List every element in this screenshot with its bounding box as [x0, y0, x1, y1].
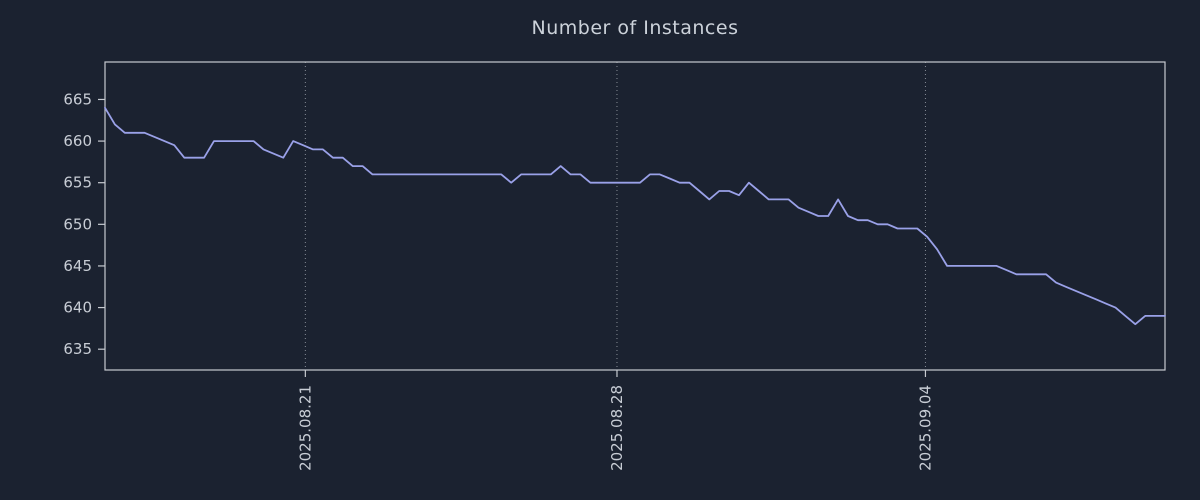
x-axis-tick-label: 2025.08.28	[608, 385, 626, 471]
y-axis-tick-label: 655	[63, 174, 92, 192]
y-axis-tick-label: 640	[63, 299, 92, 317]
y-axis-tick-label: 645	[63, 257, 92, 275]
series-line-instances	[104, 106, 1166, 326]
x-axis-tick-label: 2025.09.04	[916, 385, 934, 471]
x-axis-tick-label: 2025.08.21	[296, 385, 314, 471]
y-axis-tick-label: 665	[63, 90, 92, 108]
plot-border	[104, 61, 1166, 371]
y-axis-tick-label: 635	[63, 340, 92, 358]
chart-title: Number of Instances	[531, 17, 739, 39]
y-axis-tick-label: 660	[63, 132, 92, 150]
y-axis-tick-label: 650	[63, 215, 92, 233]
